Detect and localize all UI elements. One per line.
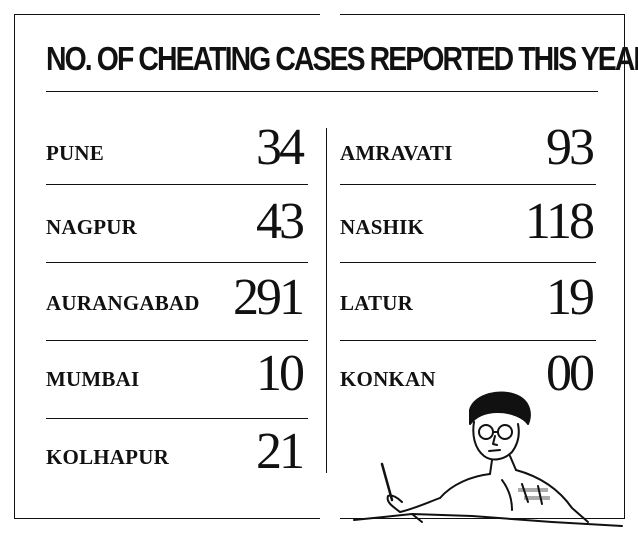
list-item: NAGPUR 43	[46, 190, 305, 250]
row-divider	[46, 340, 308, 341]
list-item: KOLHAPUR 21	[46, 420, 305, 480]
case-count: 291	[233, 269, 305, 326]
list-item: AMRAVATI 93	[340, 116, 595, 176]
city-name: KOLHAPUR	[46, 445, 169, 469]
table-title: NO. OF CHEATING CASES REPORTED THIS YEAR	[46, 40, 638, 77]
case-count: 43	[256, 193, 305, 250]
row-divider	[340, 340, 596, 341]
student-writing-illustration	[353, 391, 623, 527]
row-divider	[340, 184, 596, 185]
list-item: AURANGABAD 291	[46, 266, 305, 326]
list-item: NASHIK 118	[340, 190, 595, 250]
city-name: NASHIK	[340, 215, 425, 239]
city-name: AMRAVATI	[340, 141, 453, 165]
list-item: MUMBAI 10	[46, 342, 305, 402]
frame-top-right	[340, 14, 625, 15]
case-count: 21	[256, 423, 305, 480]
city-name: NAGPUR	[46, 215, 138, 239]
case-count: 34	[256, 119, 305, 176]
case-count: 118	[524, 193, 595, 250]
frame-bottom-right	[340, 518, 625, 519]
city-name: AURANGABAD	[46, 291, 200, 315]
row-divider	[340, 262, 596, 263]
frame-bottom-left	[14, 518, 320, 519]
city-name: KONKAN	[340, 367, 436, 391]
row-divider	[46, 184, 308, 185]
case-count: 10	[256, 345, 305, 402]
row-divider	[46, 418, 308, 419]
column-divider	[326, 128, 327, 473]
frame-left	[14, 14, 15, 519]
case-count: 93	[546, 119, 595, 176]
case-count: 19	[546, 269, 595, 326]
title-underline	[46, 91, 598, 92]
case-count: 00	[546, 345, 595, 402]
frame-top-left	[14, 14, 320, 15]
city-name: PUNE	[46, 141, 104, 165]
list-item: KONKAN 00	[340, 342, 595, 402]
city-name: LATUR	[340, 291, 413, 315]
list-item: PUNE 34	[46, 116, 305, 176]
list-item: LATUR 19	[340, 266, 595, 326]
frame-right	[624, 14, 625, 519]
city-name: MUMBAI	[46, 367, 140, 391]
row-divider	[46, 262, 308, 263]
